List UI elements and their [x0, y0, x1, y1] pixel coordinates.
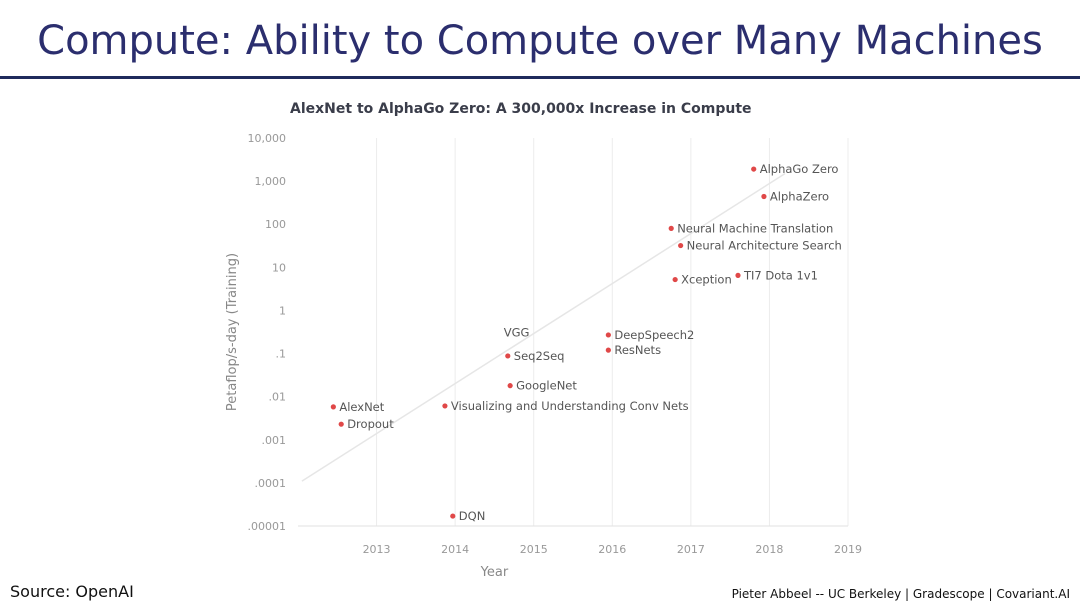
source-note: Source: OpenAI [10, 582, 134, 601]
x-tick-label: 2019 [834, 543, 862, 556]
point-label-resnets: ResNets [614, 343, 661, 357]
data-point-visualizing-and-understanding-conv-nets [442, 403, 448, 409]
point-label-dropout: Dropout [347, 417, 394, 431]
x-tick-label: 2017 [677, 543, 705, 556]
y-tick-label: 10 [272, 261, 286, 274]
point-label-neural-machine-translation: Neural Machine Translation [677, 221, 833, 235]
x-tick-label: 2015 [520, 543, 548, 556]
x-tick-label: 2018 [755, 543, 783, 556]
data-point-dropout [338, 421, 344, 427]
point-label-dqn: DQN [459, 509, 486, 523]
point-label-alphazero: AlphaZero [770, 189, 829, 203]
data-point-dqn [450, 513, 456, 519]
point-label-xception: Xception [681, 273, 732, 287]
data-point-alphazero [761, 193, 767, 200]
footer-credit: Pieter Abbeel -- UC Berkeley | Gradescop… [731, 587, 1070, 601]
x-tick-label: 2014 [441, 543, 469, 556]
y-tick-label: .001 [262, 434, 287, 447]
data-point-xception [672, 276, 678, 283]
data-point-googlenet [507, 383, 513, 389]
point-label-neural-architecture-search: Neural Architecture Search [687, 239, 842, 253]
point-label-seq2seq: Seq2Seq [514, 349, 565, 363]
x-tick-label: 2013 [363, 543, 391, 556]
trend-line [301, 172, 786, 482]
point-label-alexnet: AlexNet [339, 400, 384, 414]
title-rule [0, 76, 1080, 79]
y-tick-label: 1,000 [255, 175, 287, 188]
data-point-alphago-zero [751, 166, 757, 172]
point-label-vgg: VGG [504, 326, 530, 340]
x-tick-label: 2016 [598, 543, 626, 556]
x-axis-label: Year [480, 565, 509, 580]
data-point-seq2seq [505, 353, 511, 359]
data-point-deepspeech2 [605, 332, 611, 338]
data-point-neural-machine-translation [668, 225, 674, 232]
y-tick-label: .01 [269, 391, 287, 404]
data-point-resnets [605, 347, 611, 353]
slide-title: Compute: Ability to Compute over Many Ma… [37, 18, 1043, 64]
y-tick-label: 100 [265, 218, 286, 231]
y-tick-label: .00001 [248, 520, 287, 533]
y-tick-label: .1 [276, 348, 287, 361]
data-point-neural-architecture-search [678, 242, 684, 249]
chart-title: AlexNet to AlphaGo Zero: A 300,000x Incr… [290, 101, 752, 117]
point-label-deepspeech2: DeepSpeech2 [614, 328, 694, 342]
data-point-alexnet [330, 404, 336, 410]
point-label-googlenet: GoogleNet [516, 379, 577, 393]
y-axis-label: Petaflop/s-day (Training) [225, 253, 240, 411]
data-point-ti7-dota-1v1 [735, 272, 741, 278]
point-label-ti7-dota-1v1: TI7 Dota 1v1 [743, 268, 818, 282]
y-tick-label: 10,000 [248, 132, 287, 145]
point-label-alphago-zero: AlphaGo Zero [760, 162, 839, 176]
point-label-visualizing-and-understanding-conv-nets: Visualizing and Understanding Conv Nets [451, 399, 689, 413]
y-tick-label: 1 [279, 304, 286, 317]
y-tick-label: .0001 [255, 477, 287, 490]
